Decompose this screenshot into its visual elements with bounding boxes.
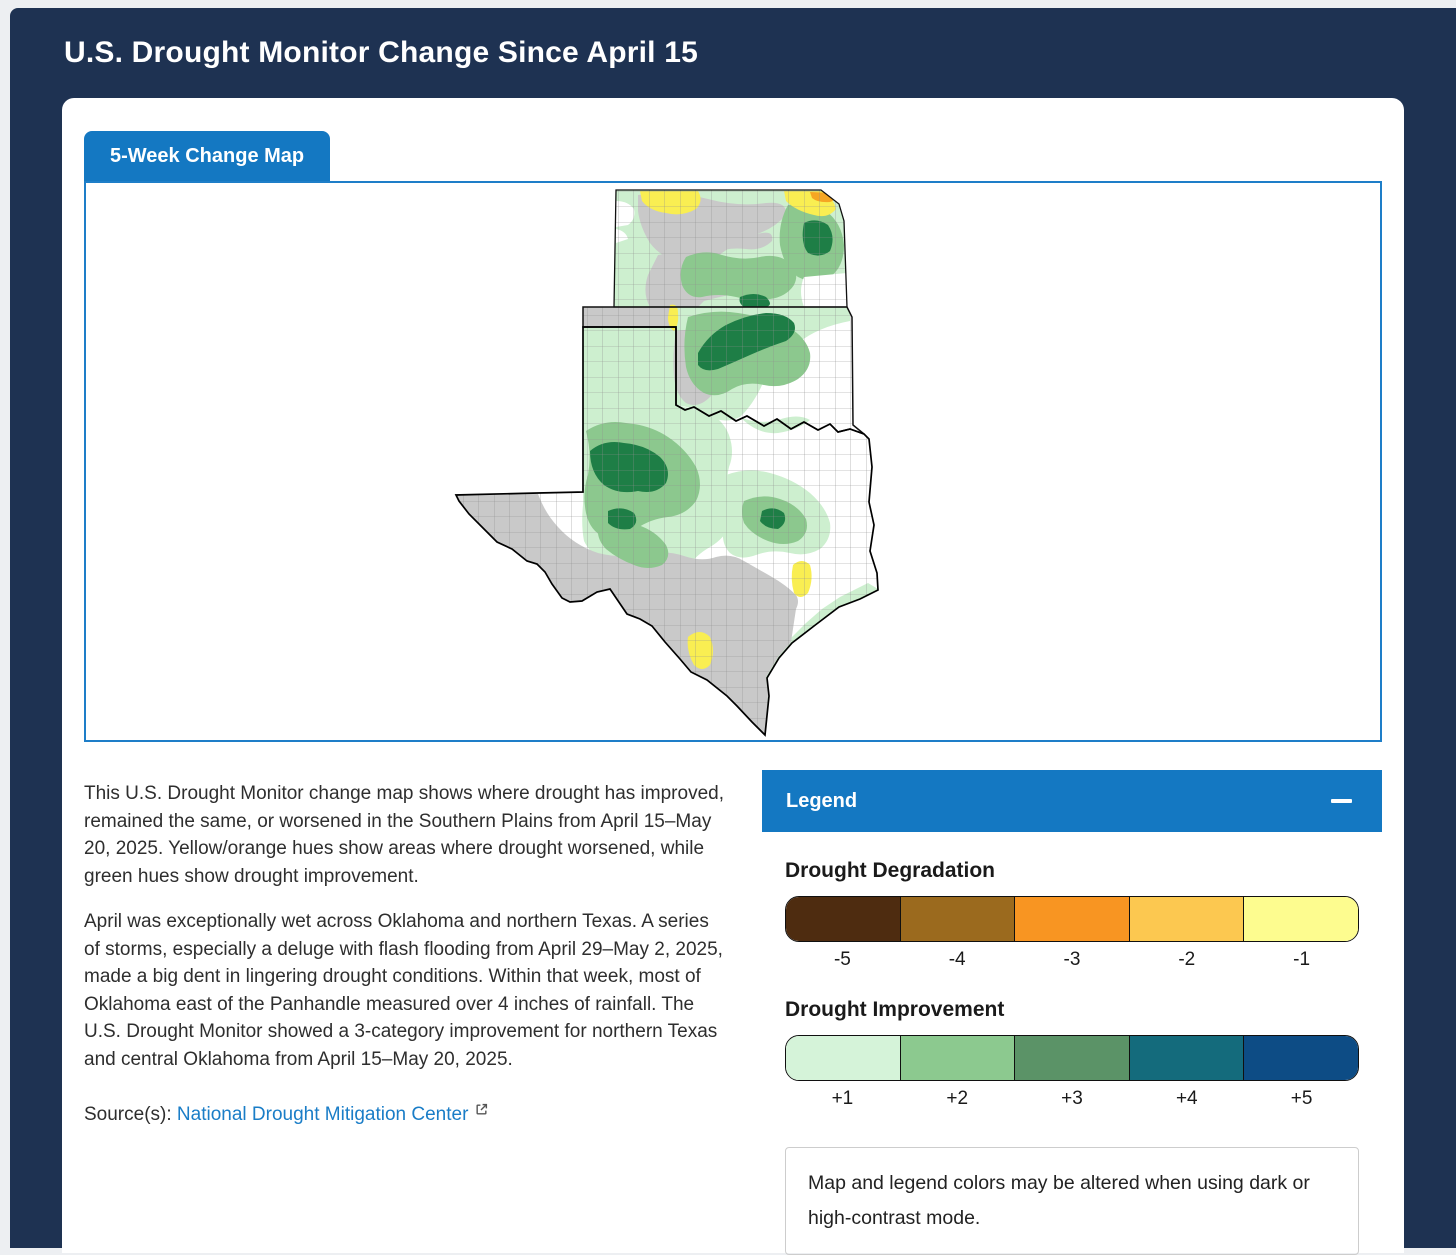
improvement-swatch (1014, 1036, 1129, 1080)
legend-panel: Legend Drought Degradation -5 -4 (762, 770, 1382, 1255)
improvement-swatch (1243, 1036, 1358, 1080)
description-paragraph-2: April was exceptionally wet across Oklah… (84, 911, 723, 1070)
drought-change-map[interactable] (448, 185, 918, 745)
source-link[interactable]: National Drought Mitigation Center (176, 1104, 469, 1125)
degradation-heading: Drought Degradation (785, 859, 995, 882)
improvement-swatch (1128, 1036, 1244, 1080)
improvement-swatch (899, 1036, 1015, 1080)
content-card: 5-Week Change Map (62, 98, 1404, 1255)
page-title: U.S. Drought Monitor Change Since April … (64, 36, 698, 69)
collapse-minus-icon[interactable] (1331, 799, 1352, 803)
legend-header[interactable]: Legend (762, 770, 1382, 832)
texas-border (454, 326, 879, 737)
map-description: This U.S. Drought Monitor change map sho… (84, 770, 724, 1255)
change-map-panel (84, 181, 1382, 742)
improvement-scale-bar (785, 1035, 1359, 1081)
degradation-swatch (899, 897, 1015, 941)
degradation-scale-labels: -5 -4 -3 -2 -1 (833, 949, 1311, 970)
legend-note: Map and legend colors may be altered whe… (785, 1147, 1359, 1255)
improvement-scale-labels: +1 +2 +3 +4 +5 (831, 1088, 1313, 1109)
county-grid (456, 190, 878, 735)
degradation-swatch (1014, 897, 1129, 941)
source-label: Source(s): (84, 1104, 172, 1125)
legend-title: Legend (786, 789, 858, 812)
improvement-heading: Drought Improvement (785, 998, 1005, 1021)
degradation-swatch (786, 897, 900, 941)
page-frame: U.S. Drought Monitor Change Since April … (10, 8, 1456, 1255)
tab-5-week-change-map[interactable]: 5-Week Change Map (84, 131, 331, 181)
description-paragraph-1: This U.S. Drought Monitor change map sho… (84, 783, 724, 887)
degradation-scale-bar (785, 896, 1359, 942)
source-row: Source(s): National Drought Mitigation C… (84, 1097, 724, 1129)
degradation-swatch (1243, 897, 1358, 941)
improvement-swatch (786, 1036, 900, 1080)
degradation-swatch (1128, 897, 1244, 941)
external-link-icon (475, 1097, 488, 1125)
